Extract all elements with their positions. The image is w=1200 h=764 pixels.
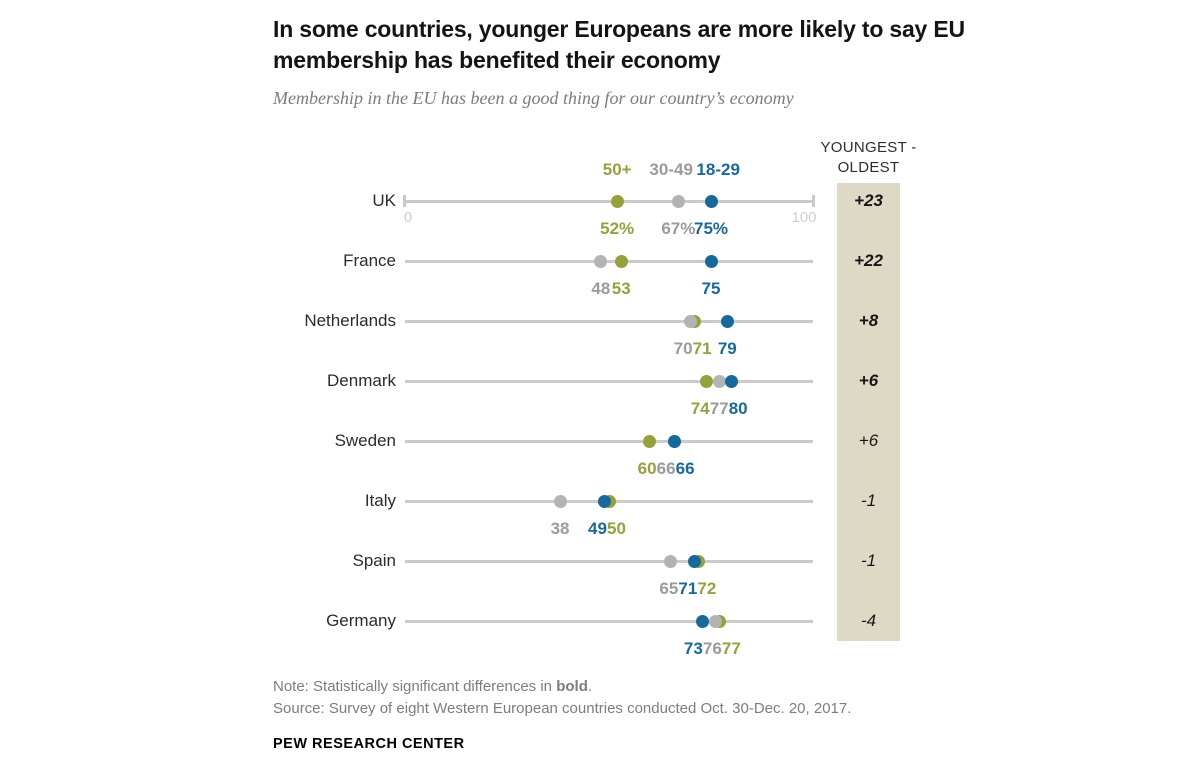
chart-source: Source: Survey of eight Western European… [273, 700, 852, 717]
axis-max-label: 100 [791, 209, 817, 226]
axis-tick-max [812, 195, 815, 207]
value-label-netherlands-50plus: 71 [692, 339, 712, 358]
axis-line-sweden [405, 439, 813, 443]
dot-netherlands-30to49 [684, 314, 698, 328]
value-label-italy-18to29: 49 [587, 519, 607, 538]
dot-germany-18to29 [696, 614, 710, 628]
value-label-sweden-50plus: 60 [637, 459, 657, 478]
dot-sweden-50plus [643, 434, 657, 448]
value-label-sweden-18to29: 66 [675, 459, 695, 478]
country-label-sweden: Sweden [334, 431, 396, 450]
country-label-spain: Spain [352, 551, 396, 570]
country-label-germany: Germany [326, 611, 396, 630]
country-label-france: France [343, 251, 396, 270]
axis-line-denmark [405, 379, 813, 383]
dot-italy-30to49 [553, 494, 567, 508]
diff-column-header-line2: OLDEST [837, 159, 900, 176]
dot-denmark-18to29 [724, 374, 738, 388]
dot-france-50plus [614, 254, 628, 268]
value-label-germany-30to49: 76 [702, 639, 722, 658]
dot-denmark-50plus [700, 374, 714, 388]
axis-min-label: 0 [403, 209, 413, 226]
dot-uk-50plus [610, 194, 624, 208]
country-label-denmark: Denmark [327, 371, 396, 390]
note-period: . [587, 678, 593, 695]
axis-line-france [405, 259, 813, 263]
chart-title: In some countries, younger Europeans are… [273, 16, 965, 73]
diff-value-france: +22 [854, 251, 883, 270]
value-label-france-18to29: 75 [701, 279, 721, 298]
dot-france-18to29 [704, 254, 718, 268]
dot-denmark-30to49 [712, 374, 726, 388]
diff-value-spain: -1 [860, 551, 877, 570]
value-label-spain-18to29: 71 [678, 579, 698, 598]
legend-label-30to49: 30-49 [649, 160, 693, 179]
value-label-denmark-30to49: 77 [709, 399, 729, 418]
dot-sweden-18to29 [667, 434, 681, 448]
country-label-uk: UK [372, 191, 396, 210]
diff-value-netherlands: +8 [858, 311, 879, 330]
value-label-netherlands-18to29: 79 [717, 339, 737, 358]
legend-label-18to29: 18-29 [696, 160, 740, 179]
value-label-france-50plus: 53 [611, 279, 631, 298]
dot-france-30to49 [594, 254, 608, 268]
country-label-italy: Italy [364, 491, 396, 510]
note-bold-word: bold [556, 678, 588, 695]
chart-note: Note: Statistically significant differen… [273, 678, 592, 695]
axis-tick-min [403, 195, 406, 207]
value-label-denmark-50plus: 74 [690, 399, 710, 418]
diff-value-uk: +23 [854, 191, 883, 210]
axis-line-netherlands [405, 319, 813, 323]
value-label-denmark-18to29: 80 [728, 399, 748, 418]
legend-label-50plus: 50+ [602, 160, 632, 179]
diff-panel [837, 183, 900, 641]
axis-line-germany [405, 619, 813, 623]
dot-italy-18to29 [598, 494, 612, 508]
diff-value-germany: -4 [860, 611, 877, 630]
value-label-france-30to49: 48 [591, 279, 611, 298]
value-label-uk-18to29: 75% [693, 219, 729, 238]
dot-spain-18to29 [688, 554, 702, 568]
value-label-italy-50plus: 50 [606, 519, 626, 538]
dot-spain-30to49 [663, 554, 677, 568]
value-label-sweden-30to49: 66 [656, 459, 676, 478]
dot-uk-18to29 [704, 194, 718, 208]
axis-line-uk [405, 199, 813, 203]
country-label-netherlands: Netherlands [304, 311, 396, 330]
value-label-uk-50plus: 52% [600, 219, 635, 238]
attribution: PEW RESEARCH CENTER [273, 736, 465, 752]
diff-value-sweden: +6 [858, 431, 879, 450]
value-label-spain-50plus: 72 [697, 579, 717, 598]
chart-subtitle: Membership in the EU has been a good thi… [273, 88, 794, 108]
note-text: Note: Statistically significant differen… [273, 678, 557, 695]
diff-column-header-line1: YOUNGEST - [820, 139, 917, 156]
value-label-germany-18to29: 73 [683, 639, 703, 658]
dot-germany-30to49 [708, 614, 722, 628]
dot-netherlands-18to29 [720, 314, 734, 328]
value-label-netherlands-30to49: 70 [673, 339, 693, 358]
diff-value-italy: -1 [860, 491, 877, 510]
value-label-germany-50plus: 77 [721, 639, 741, 658]
diff-value-denmark: +6 [858, 371, 879, 390]
value-label-italy-30to49: 38 [550, 519, 570, 538]
diff-column-header: YOUNGEST - OLDEST [801, 138, 936, 178]
dot-uk-30to49 [671, 194, 685, 208]
value-label-uk-30to49: 67% [661, 219, 696, 238]
value-label-spain-30to49: 65 [659, 579, 679, 598]
axis-line-spain [405, 559, 813, 563]
